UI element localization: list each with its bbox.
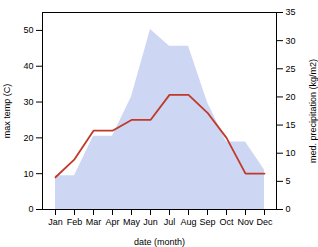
svg-text:10: 10 [286, 148, 296, 158]
svg-text:Jul: Jul [164, 217, 176, 227]
svg-text:0: 0 [286, 204, 291, 214]
svg-text:Aug: Aug [180, 217, 196, 227]
svg-text:30: 30 [286, 36, 296, 46]
svg-text:30: 30 [23, 97, 33, 107]
svg-text:20: 20 [286, 92, 296, 102]
svg-text:35: 35 [286, 7, 296, 17]
svg-text:Dec: Dec [256, 217, 273, 227]
svg-text:Jan: Jan [48, 217, 63, 227]
svg-text:20: 20 [23, 133, 33, 143]
svg-text:Nov: Nov [237, 217, 254, 227]
svg-text:Sep: Sep [199, 217, 215, 227]
svg-text:Apr: Apr [105, 217, 119, 227]
svg-text:med. precipitation (kg/m2): med. precipitation (kg/m2) [308, 59, 318, 163]
svg-text:May: May [123, 217, 141, 227]
svg-text:Jun: Jun [143, 217, 158, 227]
svg-text:50: 50 [23, 25, 33, 35]
svg-text:date (month): date (month) [134, 237, 185, 247]
svg-text:5: 5 [286, 176, 291, 186]
svg-text:10: 10 [23, 169, 33, 179]
svg-text:Feb: Feb [67, 217, 83, 227]
svg-text:25: 25 [286, 64, 296, 74]
svg-text:Mar: Mar [86, 217, 102, 227]
svg-text:max temp (C): max temp (C) [2, 84, 12, 139]
svg-text:Oct: Oct [219, 217, 234, 227]
svg-text:15: 15 [286, 120, 296, 130]
svg-text:0: 0 [28, 204, 33, 214]
svg-text:40: 40 [23, 61, 33, 71]
